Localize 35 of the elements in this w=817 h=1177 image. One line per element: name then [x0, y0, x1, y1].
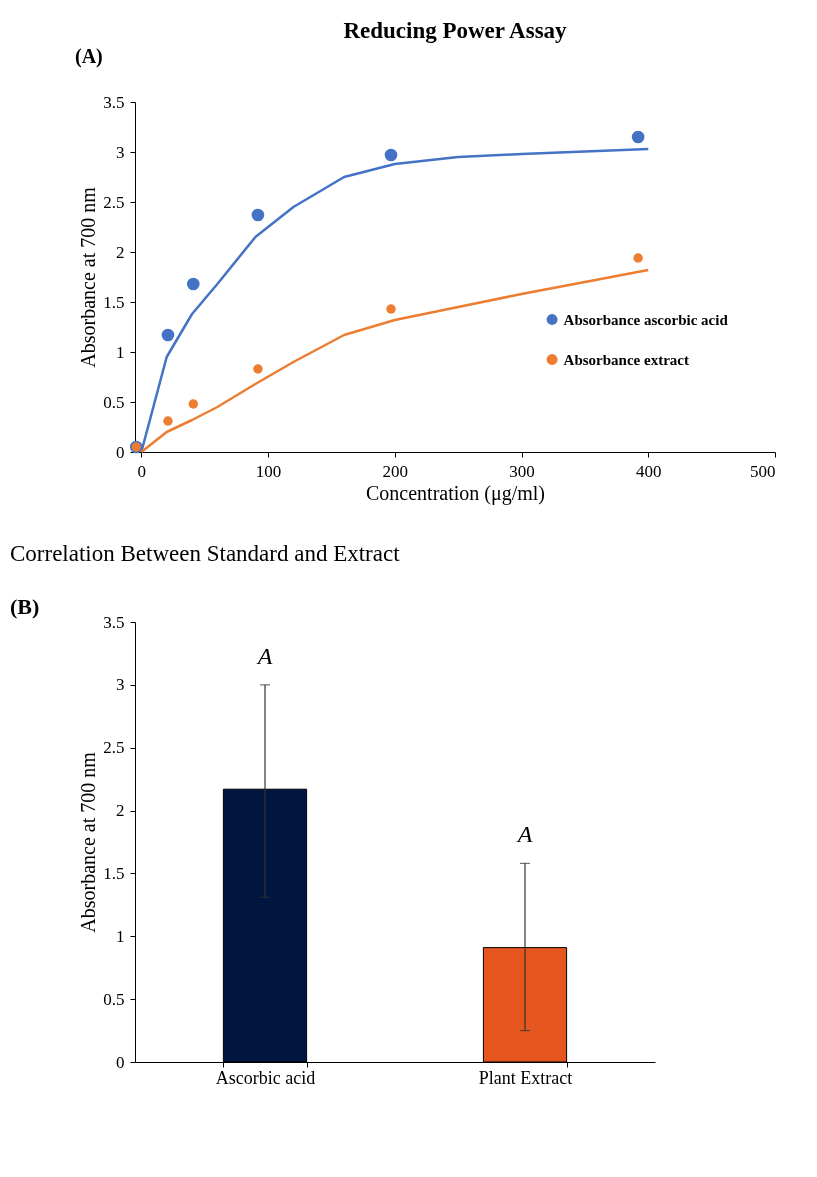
y-tick-label: 0.5: [103, 392, 125, 412]
x-tick-label: 0: [137, 461, 147, 481]
y-tick-label: 3: [116, 142, 125, 162]
text: (B): [10, 594, 40, 619]
x-axis-title: Concentration (μg/ml): [365, 481, 546, 505]
chart-title: Reducing Power Assay: [343, 18, 568, 43]
text: (A): [75, 45, 103, 68]
y-tick-label: 1: [116, 926, 125, 946]
annotation: A: [255, 642, 273, 669]
y-tick-label: 0: [116, 1052, 125, 1072]
y-tick-label: 3.5: [103, 92, 125, 112]
y-tick-label: 2: [116, 242, 125, 262]
x-tick-label: Ascorbic acid: [215, 1067, 316, 1088]
y-tick-label: 0: [116, 442, 125, 462]
y-axis-title: Absorbance at 700 nm: [77, 751, 100, 933]
y-tick-label: 0.5: [103, 989, 125, 1009]
legend-label: Absorbance extract: [563, 351, 689, 368]
y-tick-label: 3.5: [103, 612, 125, 632]
x-tick-label: 300: [509, 461, 535, 481]
y-tick-label: 2.5: [103, 738, 125, 758]
annotation: A: [515, 821, 533, 848]
y-tick-label: 1: [116, 342, 125, 362]
y-tick-label: 3: [116, 675, 125, 695]
x-tick-label: 200: [382, 461, 409, 481]
x-tick-label: 100: [255, 461, 282, 481]
legend-label: Absorbance ascorbic acid: [563, 311, 729, 328]
y-tick-label: 2: [116, 801, 125, 821]
y-tick-label: 2.5: [103, 192, 125, 212]
x-tick-label: Plant Extract: [478, 1067, 573, 1088]
y-axis-title: Absorbance at 700 nm: [77, 186, 100, 368]
chart-title: Correlation Between Standard and Extract: [10, 541, 401, 566]
x-tick-label: 400: [636, 461, 662, 481]
y-tick-label: 1.5: [103, 863, 125, 883]
x-tick-label: 500: [750, 461, 776, 481]
y-tick-label: 1.5: [103, 292, 125, 312]
